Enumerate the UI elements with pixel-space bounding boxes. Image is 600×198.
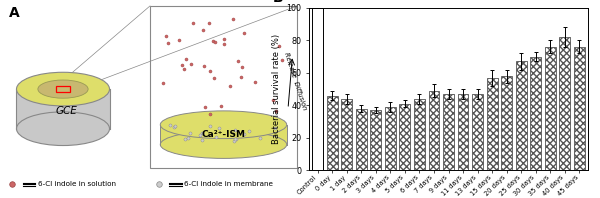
Bar: [487, 78, 497, 170]
Bar: [312, 8, 323, 170]
Bar: [458, 94, 469, 170]
Bar: [385, 107, 396, 170]
Bar: [501, 76, 512, 170]
Bar: [327, 96, 338, 170]
Bar: [443, 94, 454, 170]
Bar: [472, 94, 483, 170]
Ellipse shape: [17, 112, 110, 146]
Bar: [356, 109, 367, 170]
Text: 6-Cl indole in solution: 6-Cl indole in solution: [37, 181, 115, 187]
Text: A: A: [9, 6, 20, 20]
Bar: [516, 62, 527, 170]
Bar: [370, 110, 381, 170]
Bar: [559, 37, 570, 170]
Y-axis label: Bacterial survival rate (%): Bacterial survival rate (%): [272, 34, 281, 144]
Polygon shape: [160, 125, 287, 145]
Text: B: B: [273, 0, 283, 5]
Bar: [530, 57, 541, 170]
Bar: [545, 47, 556, 170]
Text: Ca²⁺-ISM: Ca²⁺-ISM: [202, 130, 245, 139]
Text: Release  Diffusion: Release Diffusion: [283, 52, 308, 111]
Bar: [56, 86, 70, 92]
Bar: [414, 99, 425, 170]
Bar: [574, 47, 585, 170]
Bar: [400, 104, 410, 170]
Ellipse shape: [160, 111, 287, 139]
Text: GCE: GCE: [55, 106, 77, 116]
Polygon shape: [16, 89, 110, 129]
Bar: [428, 91, 439, 170]
Ellipse shape: [38, 80, 88, 98]
FancyBboxPatch shape: [150, 6, 297, 168]
Bar: [341, 99, 352, 170]
Text: 6-Cl indole in membrane: 6-Cl indole in membrane: [185, 181, 274, 187]
Ellipse shape: [160, 131, 287, 158]
Ellipse shape: [17, 72, 110, 106]
